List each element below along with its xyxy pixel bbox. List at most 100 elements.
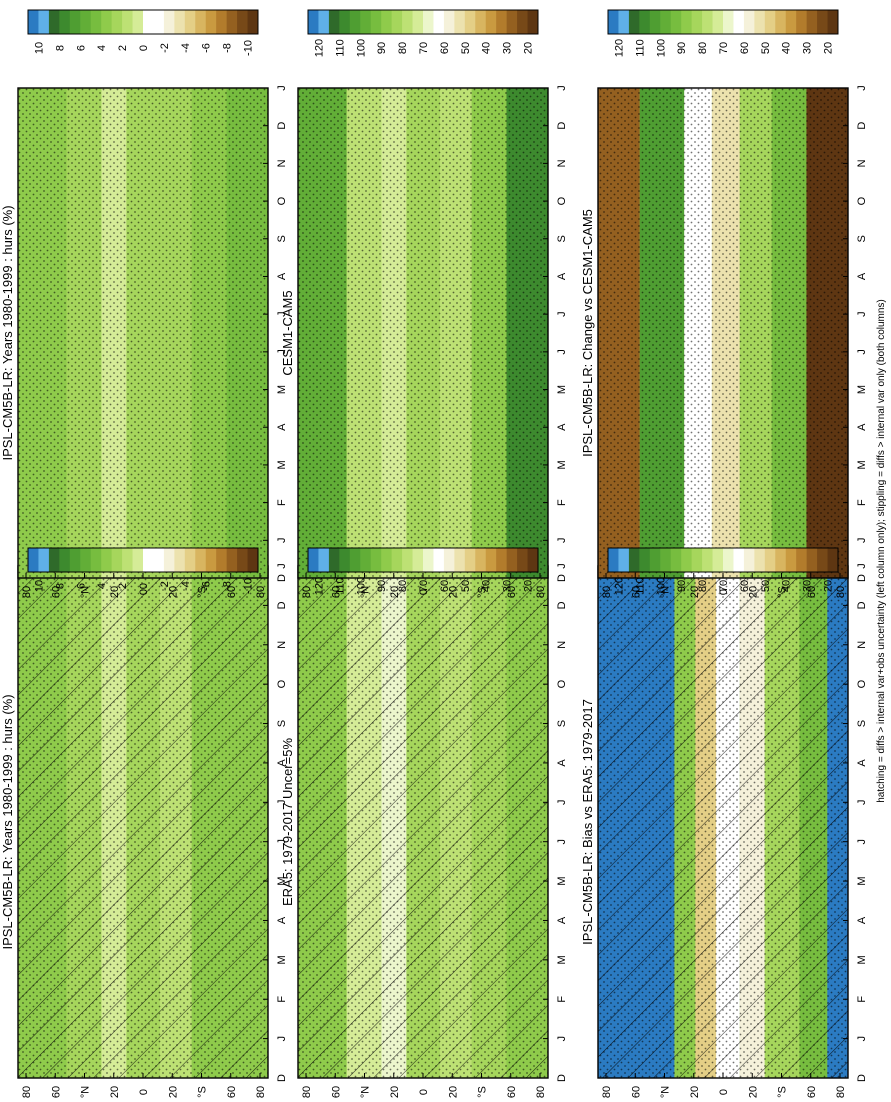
colorbar-label: 40: [481, 42, 493, 54]
lat-tick-label: °S: [477, 586, 489, 598]
lat-tick-label: 80: [21, 586, 33, 598]
colorbar-swatch: [433, 548, 445, 572]
colorbar-swatch: [496, 548, 508, 572]
colorbar-swatch: [423, 10, 434, 34]
colorbar-swatch: [402, 548, 414, 572]
colorbar-swatch: [328, 10, 340, 34]
colorbar-label: -10: [243, 578, 255, 594]
colorbar-swatch: [143, 548, 154, 572]
colorbar-swatch: [454, 10, 466, 34]
month-tick-label: J: [556, 85, 568, 91]
colorbar-label: 60: [739, 42, 751, 54]
colorbar-swatch: [681, 10, 693, 34]
month-tick-label: A: [556, 759, 568, 767]
colorbar-swatch: [111, 10, 123, 34]
month-tick-label: J: [276, 800, 288, 806]
month-tick-label: J: [856, 839, 868, 845]
colorbar-swatch: [101, 548, 113, 572]
colorbar-swatch: [608, 10, 619, 34]
lat-tick-label: 60: [226, 1086, 238, 1098]
lat-tick-label: 80: [835, 586, 847, 598]
lat-tick-label: °N: [360, 586, 372, 598]
colorbar-swatch: [743, 10, 755, 34]
month-tick-label: S: [556, 235, 568, 242]
colorbar-swatch: [153, 10, 165, 34]
colorbar-swatch: [101, 10, 113, 34]
month-tick-label: J: [276, 538, 288, 544]
month-tick-label: N: [856, 159, 868, 167]
colorbar-swatch: [412, 548, 424, 572]
lat-tick-label: °N: [360, 1086, 372, 1098]
colorbar-swatch: [681, 548, 693, 572]
colorbar-swatch: [69, 10, 81, 34]
colorbar-swatch: [423, 548, 434, 572]
lat-tick-label: 0: [138, 589, 150, 595]
lat-tick-label: 20: [447, 1086, 459, 1098]
month-tick-label: M: [276, 955, 288, 964]
colorbar-label: 20: [523, 580, 535, 592]
colorbar-swatch: [339, 548, 351, 572]
colorbar-swatch: [649, 548, 661, 572]
month-tick-label: F: [276, 996, 288, 1003]
panel-title: CESM1-CAM5: [280, 290, 295, 375]
colorbar-label: -8: [222, 581, 234, 591]
month-tick-label: J: [276, 349, 288, 355]
colorbar-label: 120: [313, 577, 325, 595]
colorbar-label: 30: [502, 580, 514, 592]
colorbar-label: 90: [676, 42, 688, 54]
month-tick-label: D: [856, 122, 868, 130]
colorbar-swatch: [28, 548, 39, 572]
colorbar-swatch: [349, 548, 361, 572]
colorbar-swatch: [691, 10, 703, 34]
colorbar-swatch: [174, 10, 186, 34]
colorbar: 120 110 100 90 80 70 60 50 40 30 20: [607, 547, 839, 595]
month-tick-label: J: [556, 1036, 568, 1042]
month-tick-label: J: [276, 563, 288, 569]
colorbar-swatch: [527, 10, 539, 34]
colorbar-swatch: [702, 10, 714, 34]
colorbar-label: -8: [222, 43, 234, 53]
colorbar-label: -6: [201, 43, 213, 53]
colorbar-label: 20: [523, 42, 535, 54]
lat-tick-label: 60: [630, 1086, 642, 1098]
colorbar-label: 20: [823, 580, 835, 592]
colorbar-swatch: [216, 10, 228, 34]
colorbar-swatch: [360, 10, 372, 34]
colorbar-swatch: [59, 548, 71, 572]
month-tick-label: A: [276, 272, 288, 280]
colorbar-swatch: [381, 548, 393, 572]
colorbar-swatch: [712, 548, 724, 572]
lat-tick-label: 80: [255, 586, 267, 598]
colorbar-swatch: [216, 548, 228, 572]
month-tick-label: D: [556, 1074, 568, 1082]
colorbar-label: 90: [376, 580, 388, 592]
colorbar-label: -10: [243, 40, 255, 56]
colorbar-label: 20: [823, 42, 835, 54]
colorbar-label: 110: [334, 39, 346, 57]
lat-tick-label: 80: [535, 1086, 547, 1098]
month-tick-label: J: [556, 538, 568, 544]
colorbar-swatch: [628, 548, 640, 572]
lat-tick-label: °N: [660, 586, 672, 598]
colorbar-swatch: [618, 548, 630, 572]
lat-tick-label: °S: [777, 586, 789, 598]
colorbar-label: 100: [655, 39, 667, 57]
panel-title: IPSL-CM5B-LR: Change vs CESM1-CAM5: [580, 209, 595, 457]
month-tick-label: M: [856, 460, 868, 469]
colorbar-label: 10: [33, 42, 45, 54]
month-tick-label: F: [276, 499, 288, 506]
lat-tick-label: 60: [50, 586, 62, 598]
colorbar-label: 60: [439, 42, 451, 54]
colorbar-swatch: [143, 10, 154, 34]
colorbar-swatch: [308, 548, 319, 572]
colorbar-swatch: [391, 548, 403, 572]
colorbar-frame: [307, 547, 539, 573]
colorbar-label: 40: [781, 42, 793, 54]
colorbar-swatch: [205, 548, 217, 572]
colorbar-label: -4: [180, 43, 192, 53]
colorbar-swatch: [433, 10, 445, 34]
colorbar-label: 60: [739, 580, 751, 592]
